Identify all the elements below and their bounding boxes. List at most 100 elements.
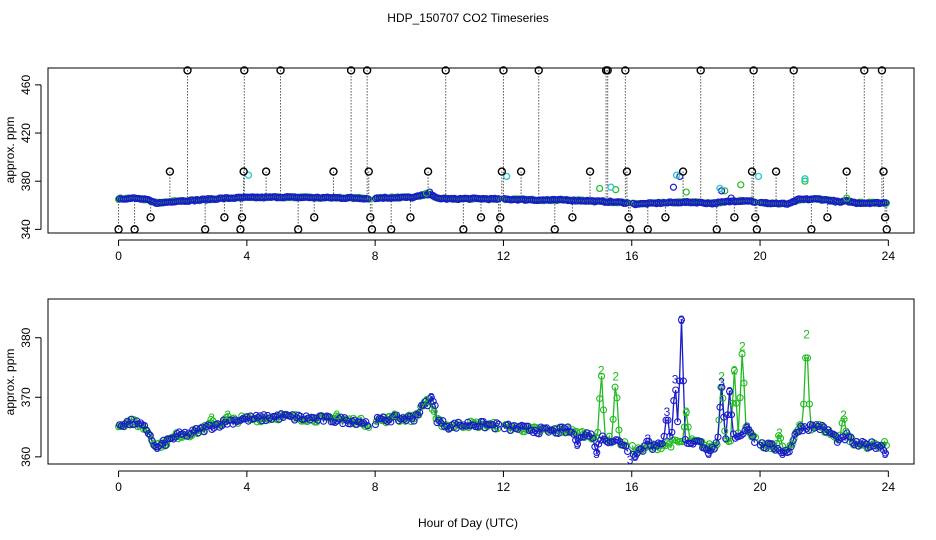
series-3-point bbox=[731, 434, 739, 442]
cyan-point bbox=[801, 175, 809, 183]
flagged-point bbox=[882, 225, 891, 234]
series-3-point bbox=[722, 435, 730, 443]
series-3-point bbox=[881, 199, 890, 207]
series-3-label: 3 bbox=[664, 405, 671, 419]
x-tick-label: 24 bbox=[882, 480, 896, 494]
series-3-point bbox=[154, 443, 162, 451]
series-2-label: 2 bbox=[776, 426, 783, 440]
series-3-point bbox=[587, 430, 595, 438]
series-2-point bbox=[613, 394, 621, 402]
series-3-point bbox=[679, 377, 687, 385]
series-3-point bbox=[545, 428, 553, 436]
series-3-point bbox=[666, 432, 674, 440]
flagged-point bbox=[749, 66, 758, 75]
series-2-label: 2 bbox=[333, 408, 340, 422]
series-3-point bbox=[202, 422, 210, 431]
series-3-point bbox=[162, 441, 170, 450]
cyan-point bbox=[716, 184, 724, 193]
flagged-point bbox=[624, 213, 633, 222]
series-3-peak-point bbox=[669, 183, 678, 191]
series-3-point bbox=[208, 425, 216, 434]
cyan-point bbox=[672, 171, 681, 179]
series-3-point bbox=[774, 444, 782, 452]
series-3-point bbox=[379, 413, 387, 421]
flagged-point bbox=[130, 225, 139, 234]
flagged-point bbox=[842, 167, 851, 176]
series-3-point bbox=[364, 195, 372, 203]
series-3-point bbox=[445, 425, 453, 433]
series-3-point bbox=[242, 413, 251, 421]
series-3-point bbox=[493, 419, 501, 427]
flagged-point bbox=[261, 167, 271, 176]
series-3-point bbox=[643, 437, 651, 445]
flagged-point bbox=[310, 213, 319, 222]
series-3-point bbox=[727, 411, 736, 419]
series-3-point bbox=[416, 408, 424, 416]
series-3-point bbox=[572, 436, 580, 444]
series-3-point bbox=[564, 423, 572, 431]
series-3-point bbox=[423, 402, 431, 410]
flagged-point bbox=[366, 213, 375, 222]
series-2-label: 2 bbox=[718, 369, 725, 383]
flagged-point bbox=[476, 213, 486, 222]
series-2-point bbox=[667, 443, 675, 451]
series-3-point bbox=[624, 447, 632, 456]
chart-title: HDP_150707 CO2 Timeseries bbox=[387, 11, 548, 25]
bottom-y-axis: 360 370 380 bbox=[19, 327, 42, 467]
series-3-point bbox=[701, 444, 709, 452]
series-3-point bbox=[789, 437, 797, 445]
flagged-point bbox=[459, 225, 468, 234]
series-3-label: 3 bbox=[644, 432, 651, 446]
series-2-point bbox=[767, 445, 775, 453]
flagged-point bbox=[880, 213, 890, 222]
series-2-point bbox=[719, 394, 727, 402]
series-2-peak-point bbox=[422, 189, 431, 197]
flagged-point bbox=[165, 167, 175, 176]
series-3-point bbox=[216, 423, 224, 431]
series-2-peak-point bbox=[801, 177, 809, 185]
x-tick-label: 0 bbox=[115, 480, 122, 494]
series-2-point bbox=[684, 423, 692, 431]
series-3-point bbox=[258, 417, 266, 425]
top-plot-frame bbox=[47, 67, 915, 234]
series-3-point bbox=[662, 416, 670, 424]
x-tick-label: 4 bbox=[244, 249, 251, 263]
series-3-point bbox=[171, 433, 179, 441]
series-2-peak-point bbox=[737, 181, 745, 189]
series-3-point bbox=[458, 422, 466, 430]
flagged-point bbox=[860, 66, 869, 75]
series-3-point bbox=[252, 411, 260, 420]
series-3-point bbox=[872, 444, 880, 453]
series-3-point bbox=[448, 421, 457, 429]
series-3-point bbox=[629, 450, 637, 458]
flagged-point bbox=[550, 225, 559, 234]
series-3-point bbox=[878, 442, 886, 450]
y-tick-label: 340 bbox=[19, 219, 33, 239]
series-3-point bbox=[874, 441, 882, 449]
flagged-point bbox=[643, 225, 652, 234]
series-3-point bbox=[724, 411, 732, 419]
flagged-point bbox=[807, 225, 816, 234]
series-3-peak-point bbox=[426, 188, 434, 196]
flagged-point bbox=[747, 167, 757, 176]
series-3-point bbox=[140, 422, 149, 430]
series-3-point bbox=[668, 428, 676, 436]
flagged-point bbox=[441, 66, 450, 75]
series-2-point bbox=[738, 350, 746, 358]
series-2-point bbox=[594, 428, 602, 437]
y-tick-label: 360 bbox=[19, 447, 33, 467]
top-y-axis: 340 380 420 460 bbox=[19, 75, 42, 239]
series-3-point bbox=[391, 411, 399, 419]
series-3-label: 3 bbox=[428, 390, 435, 404]
series-3-point bbox=[237, 416, 245, 424]
flagged-point bbox=[661, 213, 670, 222]
series-2-label: 2 bbox=[840, 408, 847, 422]
x-axis-title: Hour of Day (UTC) bbox=[418, 516, 518, 530]
flagged-point bbox=[276, 66, 285, 75]
series-3-point bbox=[854, 442, 863, 450]
x-tick-label: 12 bbox=[497, 249, 511, 263]
flagged-point bbox=[622, 167, 632, 176]
series-3-point bbox=[749, 432, 757, 440]
series-3-point bbox=[702, 446, 711, 454]
